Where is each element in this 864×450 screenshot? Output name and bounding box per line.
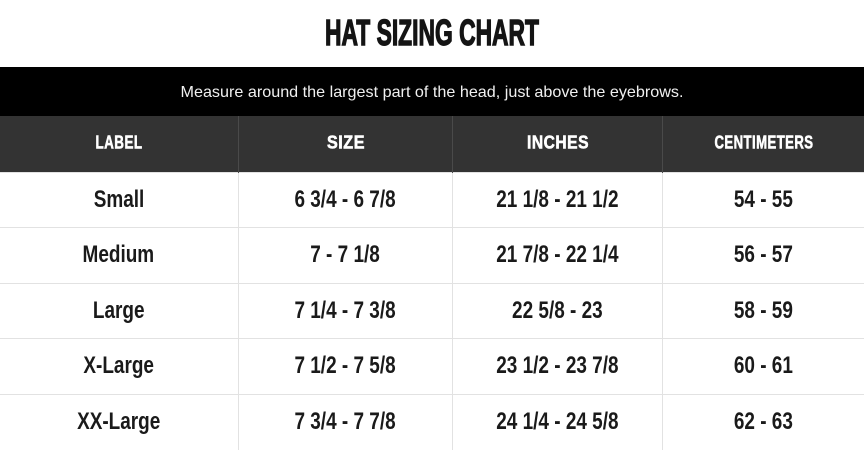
svg-text:INCHES: INCHES bbox=[527, 133, 589, 153]
svg-text:LABEL: LABEL bbox=[96, 133, 143, 153]
svg-text:Measure around the largest par: Measure around the largest part of the h… bbox=[181, 84, 684, 101]
svg-text:CENTIMETERS: CENTIMETERS bbox=[714, 133, 813, 153]
svg-text:SIZE: SIZE bbox=[327, 133, 365, 153]
svg-text:HAT SIZING CHART: HAT SIZING CHART bbox=[325, 14, 539, 53]
